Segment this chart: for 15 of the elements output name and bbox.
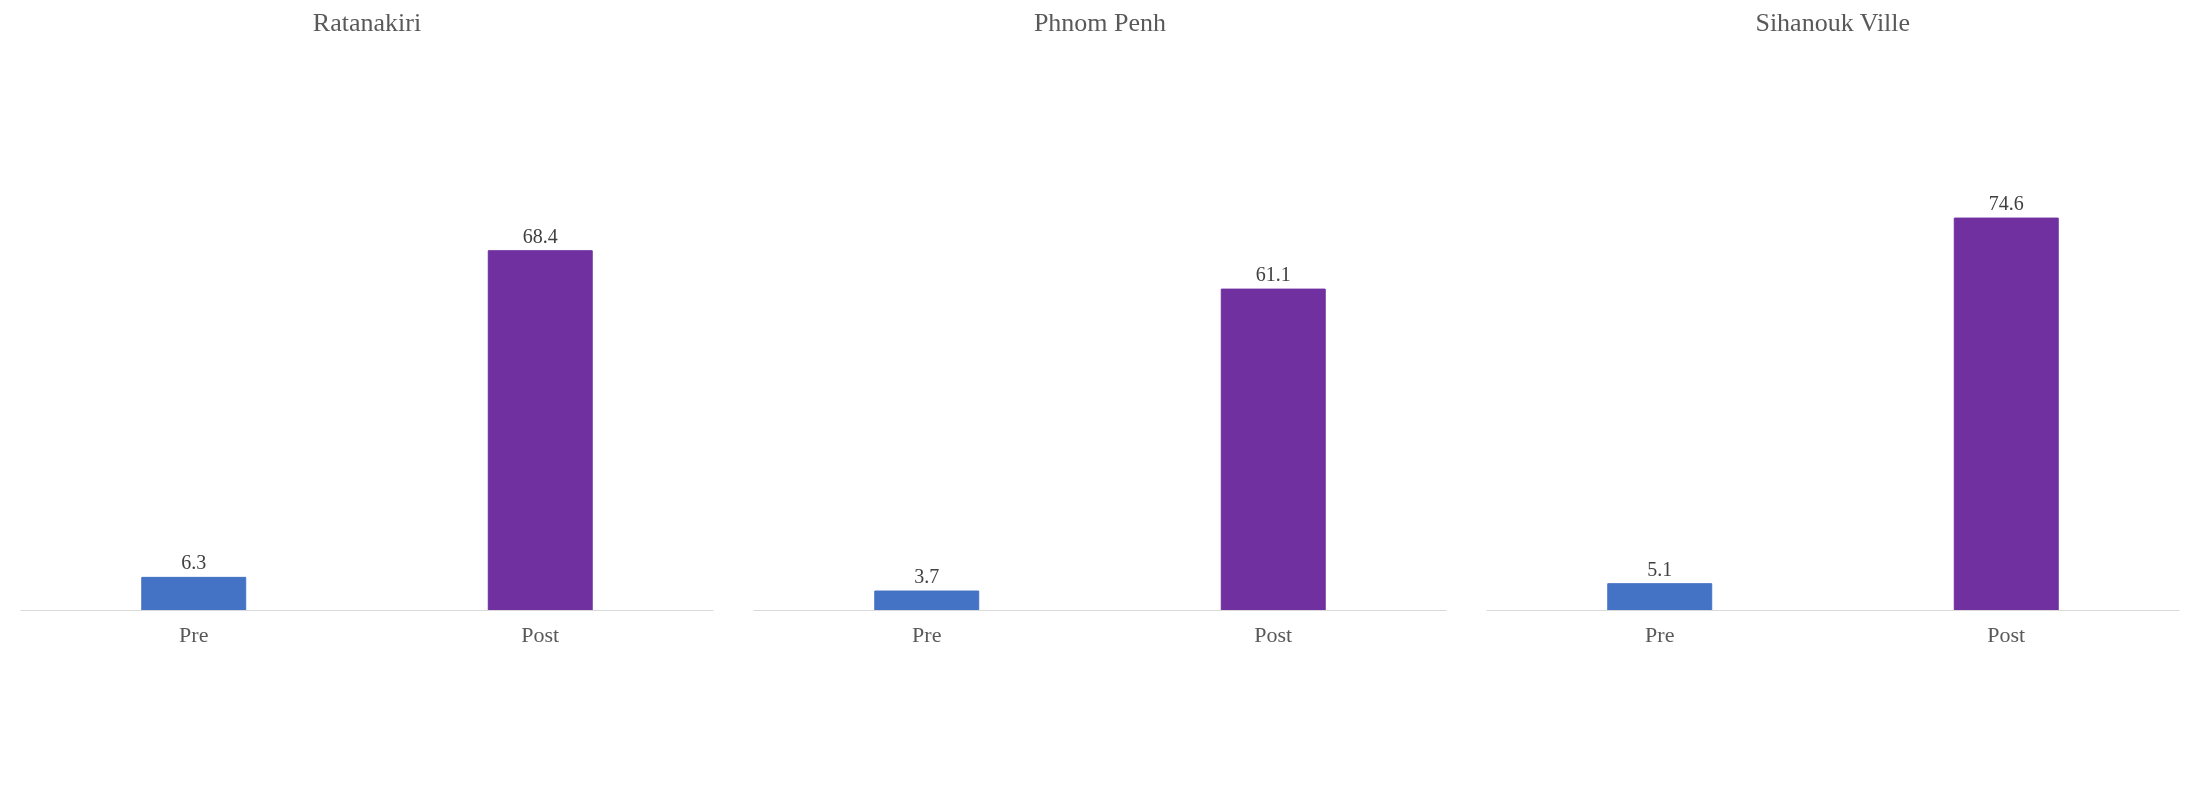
data-label: 5.1 — [1647, 557, 1673, 580]
x-tick-label: Post — [521, 621, 560, 647]
data-label: 74.6 — [1988, 192, 2024, 215]
data-label: 61.1 — [1255, 263, 1291, 286]
data-label: 68.4 — [522, 224, 558, 247]
x-tick-label: Pre — [912, 621, 942, 647]
chart-title: Ratanakiri — [312, 7, 422, 37]
data-label: 6.3 — [181, 551, 207, 574]
x-tick-label: Post — [1254, 621, 1293, 647]
data-label: 3.7 — [914, 565, 940, 588]
chart-title: Sihanouk Ville — [1755, 7, 1911, 37]
x-tick-label: Post — [1987, 621, 2026, 647]
chart-title: Phnom Penh — [1033, 7, 1167, 37]
x-tick-label: Pre — [1645, 621, 1675, 647]
x-tick-label: Pre — [179, 621, 209, 647]
